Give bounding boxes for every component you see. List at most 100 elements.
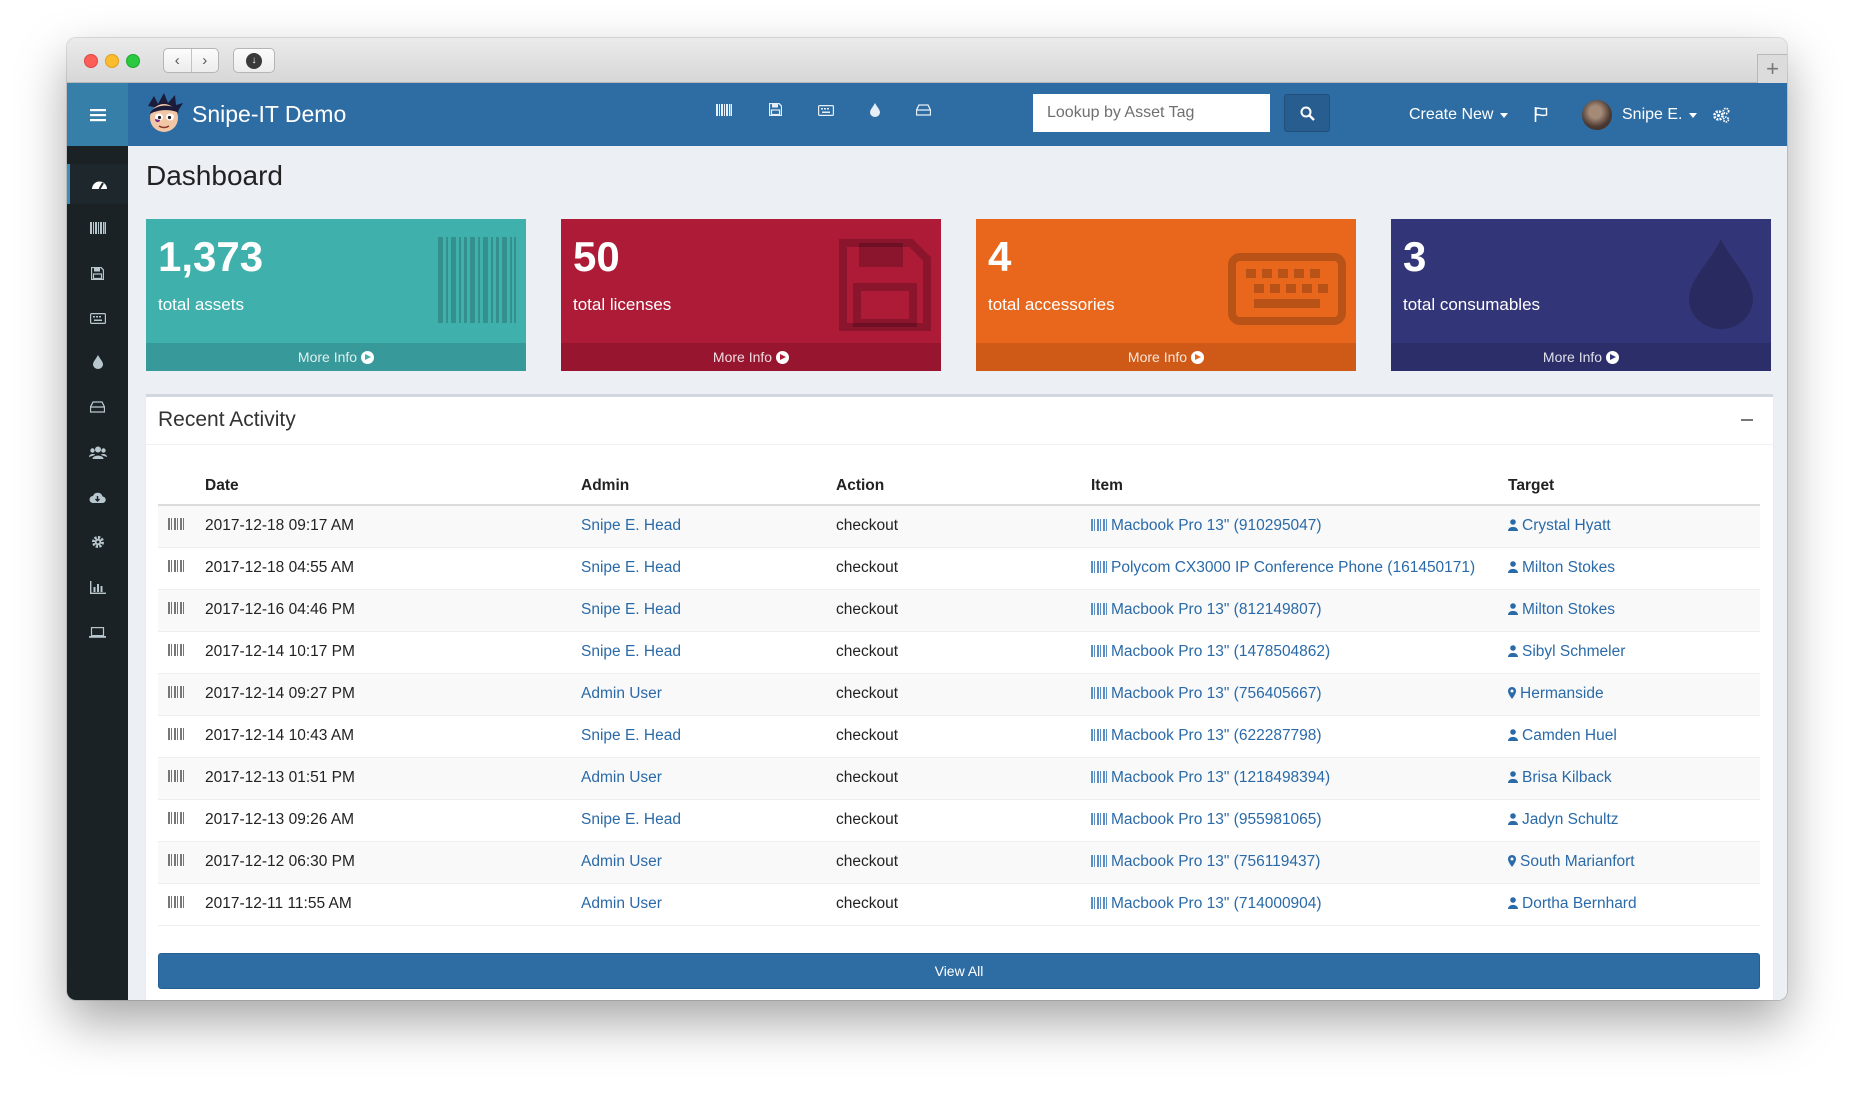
more-info-assets-link[interactable]: More Info	[146, 343, 526, 371]
item-link[interactable]: Macbook Pro 13" (756405667)	[1111, 685, 1322, 702]
item-cell: Macbook Pro 13" (1218498394)	[1091, 757, 1508, 799]
column-header-target[interactable]: Target	[1508, 467, 1760, 506]
item-link[interactable]: Macbook Pro 13" (622287798)	[1111, 727, 1322, 744]
cloud-download-icon	[89, 492, 106, 503]
target-link[interactable]: Sibyl Schmeler	[1522, 642, 1626, 660]
date-cell: 2017-12-18 04:55 AM	[205, 559, 355, 576]
target-cell: Sibyl Schmeler	[1508, 631, 1760, 673]
item-cell: Macbook Pro 13" (756405667)	[1091, 673, 1508, 715]
table-row: 2017-12-18 04:55 AM Snipe E. Head checkout…	[158, 547, 1760, 589]
target-link[interactable]: Crystal Hyatt	[1522, 516, 1611, 534]
browser-window: ‹ › ↓ +	[67, 38, 1787, 1000]
row-type-cell	[158, 631, 205, 673]
target-cell: Brisa Kilback	[1508, 757, 1760, 799]
sidebar-toggle-button[interactable]	[67, 83, 128, 146]
back-icon[interactable]: ‹	[164, 49, 192, 72]
flag-icon	[1534, 107, 1548, 122]
admin-link[interactable]: Admin User	[581, 685, 662, 702]
item-link[interactable]: Macbook Pro 13" (1218498394)	[1111, 769, 1331, 786]
sidebar-item-dashboard[interactable]	[67, 164, 128, 204]
sidebar-item-reports[interactable]	[67, 567, 128, 607]
admin-link[interactable]: Admin User	[581, 769, 662, 786]
item-link[interactable]: Macbook Pro 13" (910295047)	[1111, 517, 1322, 535]
target-cell: Dortha Bernhard	[1508, 883, 1760, 925]
new-tab-button[interactable]: +	[1757, 54, 1787, 83]
admin-cell: Snipe E. Head	[581, 715, 836, 757]
admin-link[interactable]: Snipe E. Head	[581, 727, 681, 744]
sidebar-item-assets[interactable]	[67, 208, 128, 248]
zoom-window-button[interactable]	[126, 54, 140, 68]
table-row: 2017-12-16 04:46 PM Snipe E. Head checkout…	[158, 589, 1760, 631]
create-new-dropdown[interactable]: Create New	[1409, 83, 1509, 146]
sidebar-item-licenses[interactable]	[67, 253, 128, 293]
admin-link[interactable]: Snipe E. Head	[581, 601, 681, 618]
item-link[interactable]: Macbook Pro 13" (812149807)	[1111, 601, 1322, 618]
sidebar-item-import[interactable]	[67, 477, 128, 517]
more-info-consumables-link[interactable]: More Info	[1391, 343, 1771, 371]
activity-table-body: 2017-12-18 09:17 AM Snipe E. Head checkout…	[158, 505, 1760, 925]
alerts-button[interactable]	[1534, 83, 1548, 146]
forward-icon[interactable]: ›	[202, 52, 208, 69]
nav-assets-button[interactable]	[716, 103, 732, 121]
admin-cell: Admin User	[581, 841, 836, 883]
sidebar-item-people[interactable]	[67, 432, 128, 472]
item-link[interactable]: Macbook Pro 13" (756119437)	[1111, 853, 1321, 870]
item-link[interactable]: Macbook Pro 13" (1478504862)	[1111, 643, 1331, 660]
more-info-accessories-link[interactable]: More Info	[976, 343, 1356, 371]
stat-count: 1,373	[158, 233, 264, 280]
sidebar-item-settings[interactable]	[67, 522, 128, 562]
snipe-logo-icon	[148, 93, 183, 132]
collapse-minus-icon[interactable]	[1741, 419, 1753, 421]
target-link[interactable]: Milton Stokes	[1522, 558, 1616, 576]
nav-accessories-button[interactable]	[818, 103, 835, 121]
action-cell: checkout	[836, 769, 899, 786]
target-link[interactable]: Milton Stokes	[1522, 600, 1616, 618]
nav-licenses-button[interactable]	[768, 102, 783, 121]
sidebar-item-components[interactable]	[67, 387, 128, 427]
nav-consumables-button[interactable]	[870, 103, 880, 122]
admin-link[interactable]: Snipe E. Head	[581, 517, 681, 535]
brand-link[interactable]: Snipe-IT Demo	[144, 89, 346, 139]
column-header-admin[interactable]: Admin	[581, 467, 836, 506]
avatar	[1582, 99, 1612, 130]
action-cell: checkout	[836, 685, 899, 702]
more-info-licenses-link[interactable]: More Info	[561, 343, 941, 371]
item-link[interactable]: Polycom CX3000 IP Conference Phone (1614…	[1111, 559, 1476, 576]
minimize-window-button[interactable]	[105, 54, 119, 68]
downloads-button[interactable]: ↓	[233, 48, 275, 73]
barcode-icon	[1091, 813, 1107, 825]
item-link[interactable]: Macbook Pro 13" (714000904)	[1111, 895, 1322, 912]
admin-link[interactable]: Admin User	[581, 895, 662, 912]
stat-count: 3	[1403, 233, 1427, 280]
target-link[interactable]: Brisa Kilback	[1522, 768, 1612, 786]
target-link[interactable]: Camden Huel	[1522, 726, 1617, 744]
asset-tag-search-input[interactable]	[1033, 94, 1270, 132]
stat-box-licenses: 50 total licenses More Info	[561, 219, 941, 371]
item-link[interactable]: Macbook Pro 13" (955981065)	[1111, 811, 1322, 828]
admin-settings-button[interactable]	[1712, 83, 1730, 146]
target-link[interactable]: Dortha Bernhard	[1522, 894, 1637, 912]
admin-link[interactable]: Snipe E. Head	[581, 559, 681, 576]
search-button[interactable]	[1284, 94, 1330, 132]
column-header-item[interactable]: Item	[1091, 467, 1508, 506]
sidebar-item-accessories[interactable]	[67, 298, 128, 338]
admin-link[interactable]: Snipe E. Head	[581, 643, 681, 660]
sidebar-item-requestable[interactable]	[67, 612, 128, 652]
date-cell: 2017-12-11 11:55 AM	[205, 895, 352, 912]
target-link[interactable]: Hermanside	[1520, 684, 1604, 702]
target-link[interactable]: Jadyn Schultz	[1522, 810, 1619, 828]
row-type-cell	[158, 799, 205, 841]
admin-link[interactable]: Snipe E. Head	[581, 811, 681, 828]
column-header-action[interactable]: Action	[836, 467, 1091, 506]
more-info-label: More Info	[712, 349, 773, 365]
column-header-date[interactable]: Date	[205, 467, 581, 506]
target-link[interactable]: South Marianfort	[1520, 852, 1635, 870]
admin-link[interactable]: Admin User	[581, 853, 662, 870]
map-marker-icon	[1508, 686, 1516, 699]
tint-icon	[1689, 239, 1753, 329]
sidebar-item-consumables[interactable]	[67, 342, 128, 382]
nav-components-button[interactable]	[915, 103, 932, 121]
user-menu-dropdown[interactable]: Snipe E.	[1582, 83, 1698, 146]
close-window-button[interactable]	[84, 54, 98, 68]
view-all-button[interactable]: View All	[158, 953, 1760, 989]
